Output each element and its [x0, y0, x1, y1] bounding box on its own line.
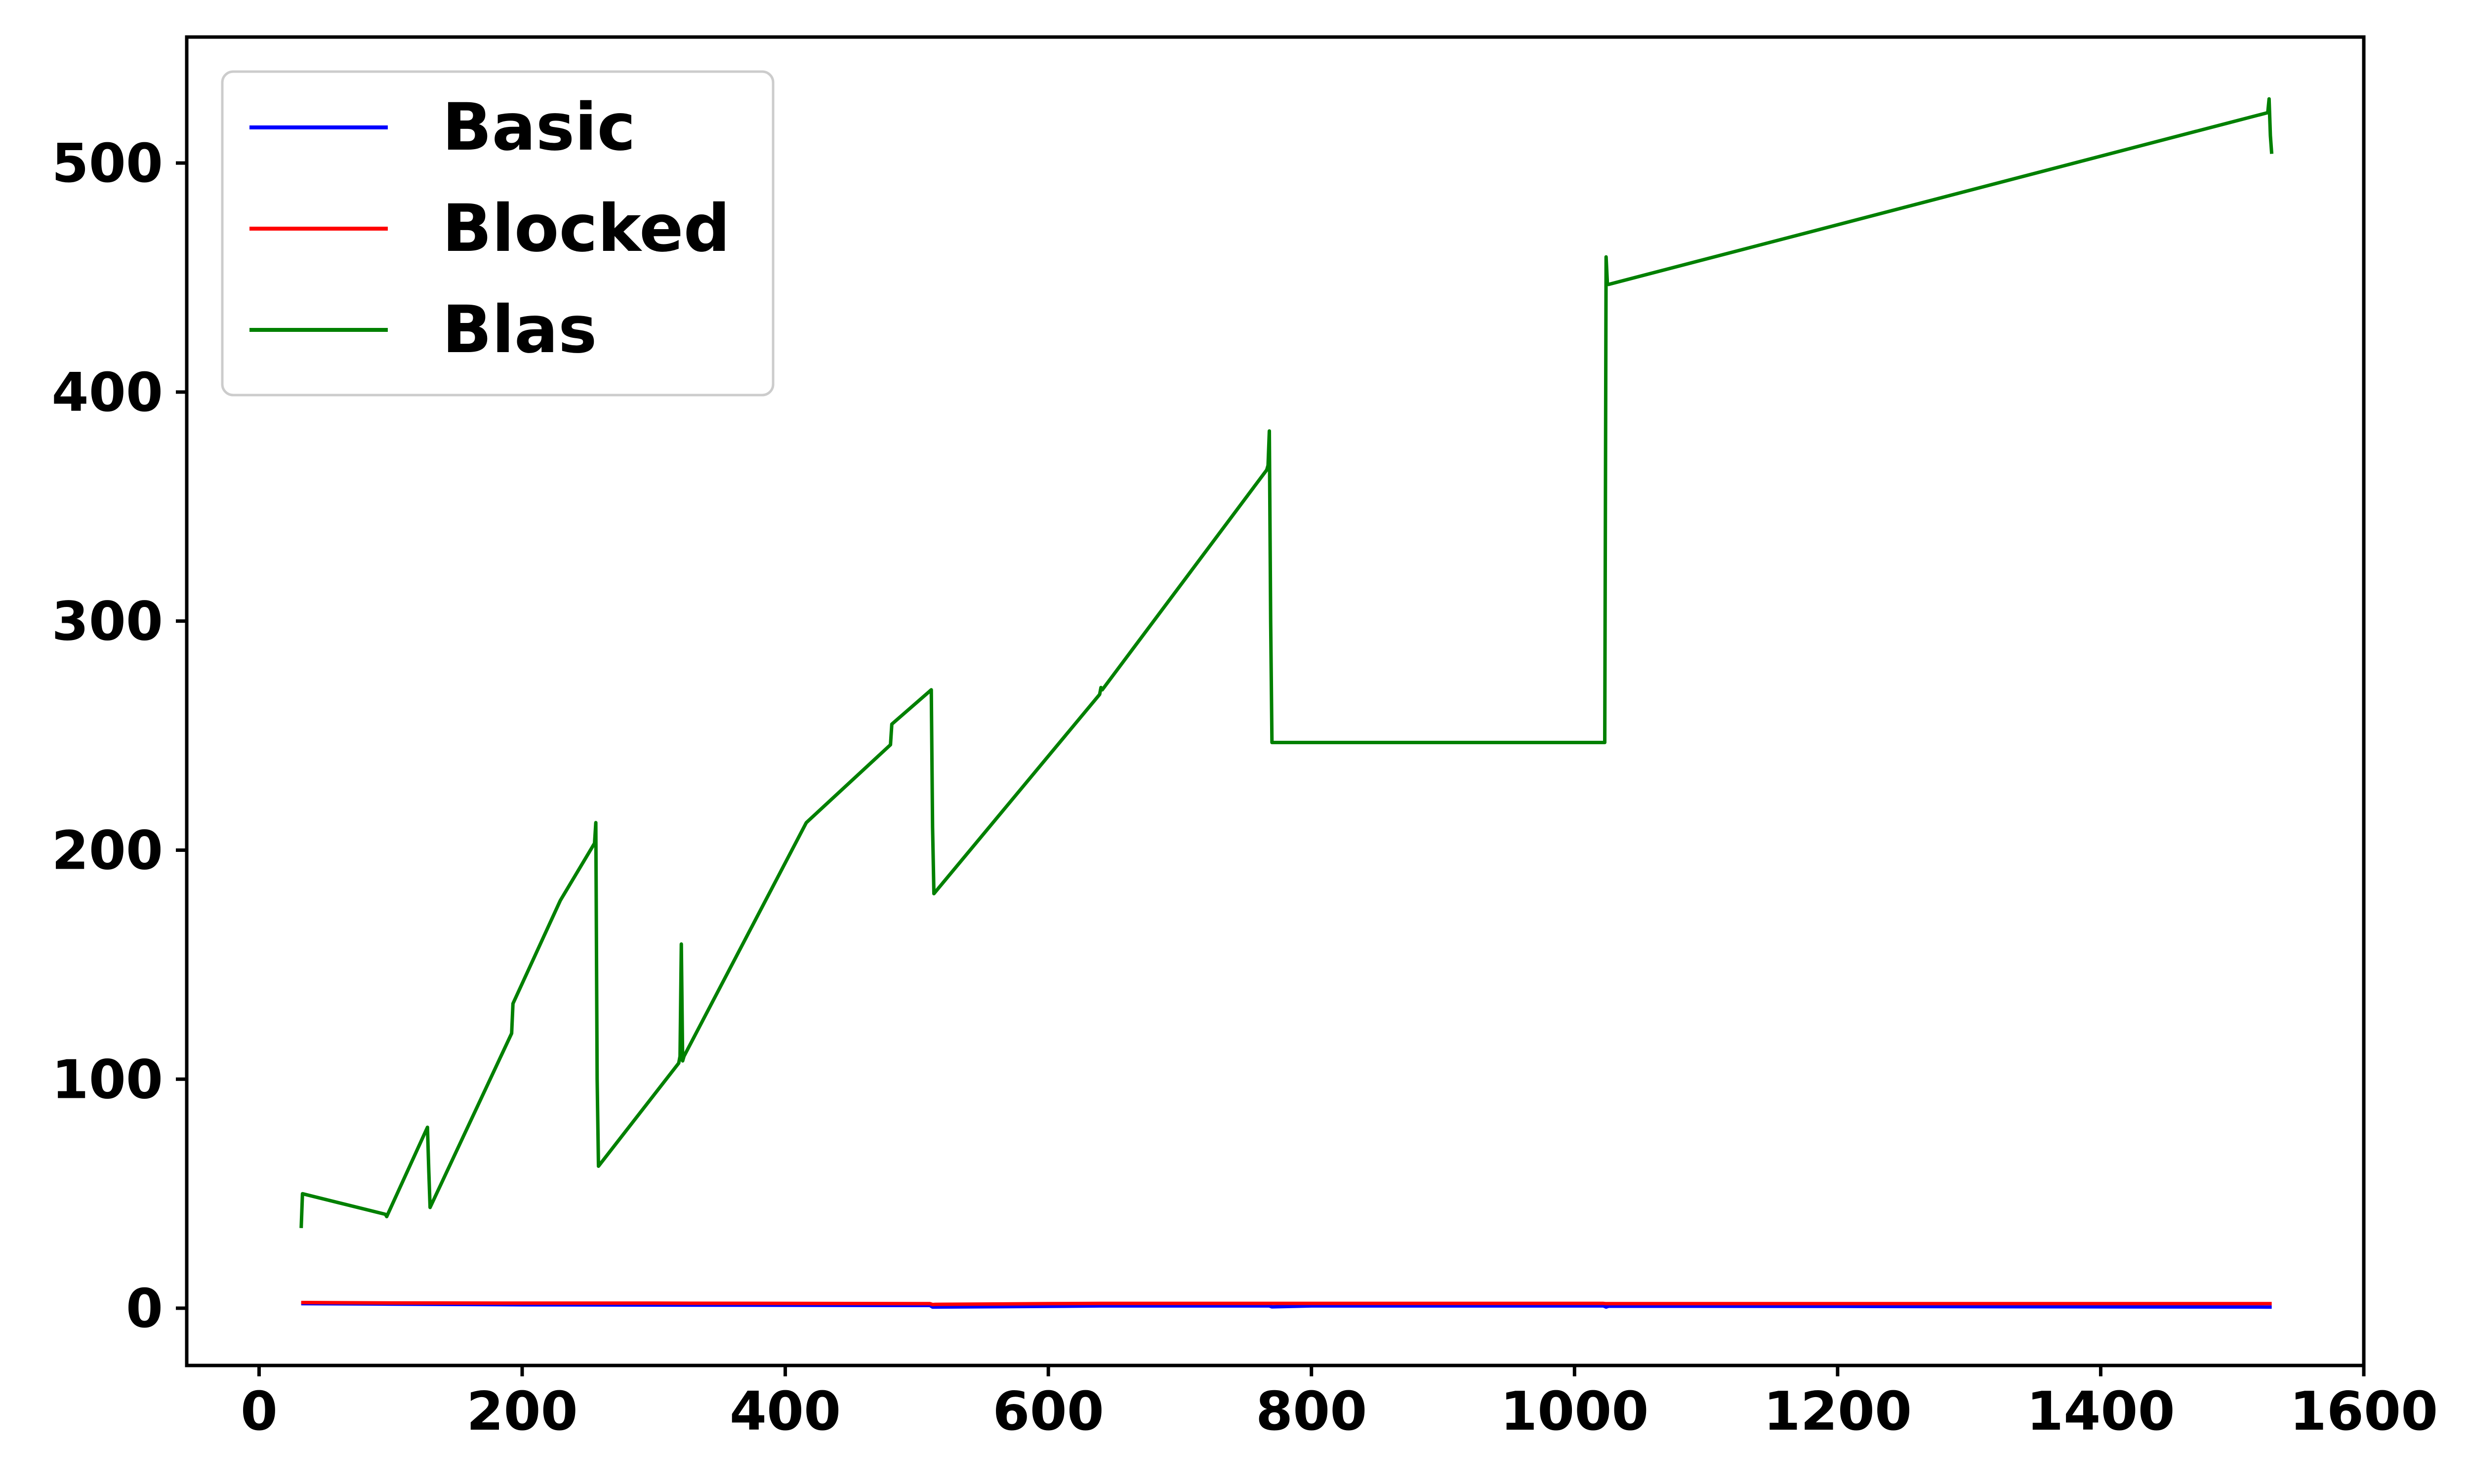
legend-label-blas: Blas [442, 292, 597, 368]
legend-box [221, 70, 775, 397]
series-line-basic [301, 1302, 2272, 1309]
y-tick-label: 0 [126, 1278, 163, 1340]
y-tick-label: 300 [52, 591, 163, 653]
x-tick-label: 1200 [1764, 1381, 1912, 1443]
x-tick-label: 0 [241, 1381, 278, 1443]
x-tick-label: 800 [1256, 1381, 1367, 1443]
y-tick-label: 400 [52, 362, 163, 424]
x-tick-label: 600 [992, 1381, 1104, 1443]
x-tick-label: 400 [730, 1381, 841, 1443]
x-tick-label: 1000 [1500, 1381, 1649, 1443]
y-tick-label: 100 [52, 1049, 163, 1111]
legend: Basic Blocked Blas [221, 70, 775, 397]
axes-layer: 0 200 400 600 800 1000 1200 1400 1600 0 100 200 300 4… [52, 35, 2438, 1443]
axes-frame [185, 35, 2366, 1367]
legend-label-blocked: Blocked [442, 191, 730, 267]
series-line-blocked [301, 1301, 2272, 1307]
x-tick-label: 1400 [2026, 1381, 2175, 1443]
y-tick-label: 500 [52, 133, 163, 195]
series-line-blas [299, 97, 2274, 1228]
y-tick-label: 200 [52, 820, 163, 882]
x-tick-label: 1600 [2290, 1381, 2438, 1443]
plot-area [299, 97, 2274, 1309]
legend-label-basic: Basic [442, 89, 636, 165]
x-tick-label: 200 [466, 1381, 577, 1443]
